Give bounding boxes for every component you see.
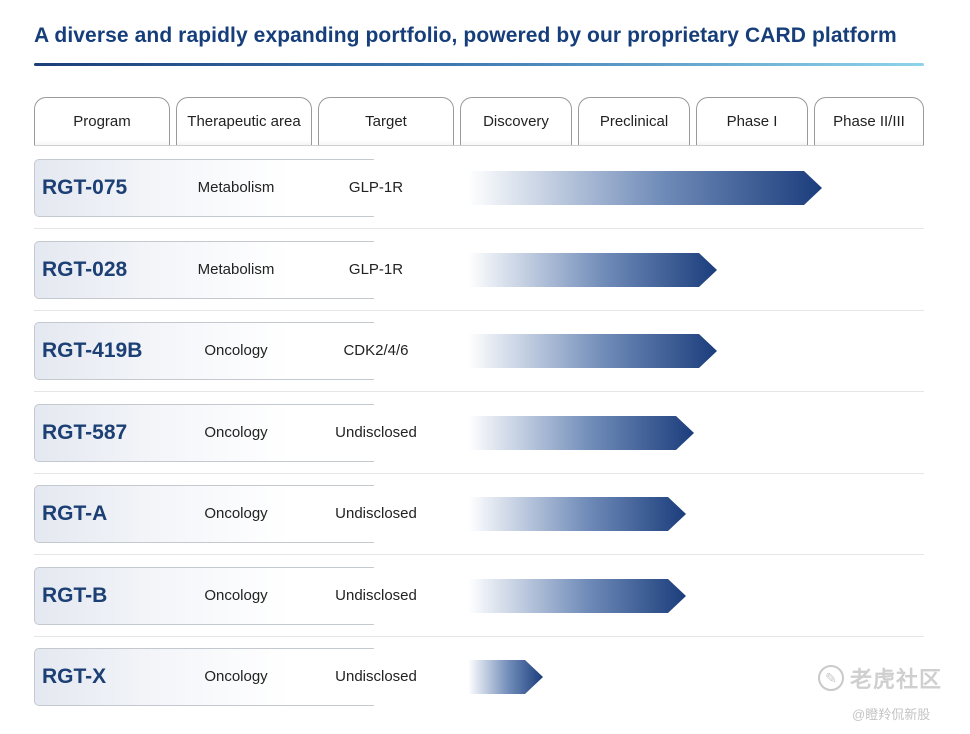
program-name: RGT-A [42, 502, 108, 525]
watermark-text: 老虎社区 [850, 667, 943, 692]
row-divider [34, 228, 924, 229]
therapeutic-area: Oncology [204, 668, 268, 685]
program-name: RGT-X [42, 665, 107, 688]
progress-arrow [468, 171, 822, 207]
header-program: Program [34, 97, 170, 145]
therapeutic-area: Metabolism [197, 179, 275, 196]
progress-arrow-shape [468, 660, 543, 694]
row-divider [34, 473, 924, 474]
progress-arrow-shape [468, 579, 686, 613]
row-divider [34, 391, 924, 392]
progress-arrow-shape [468, 253, 717, 287]
therapeutic-area: Oncology [204, 505, 268, 522]
target: CDK2/4/6 [343, 342, 409, 359]
program-row [34, 485, 374, 543]
watermark-handle: @瞪羚侃新股 [852, 707, 931, 722]
watermark: ✎ 老虎社区 [818, 662, 942, 694]
progress-arrow [468, 416, 694, 452]
progress-arrow [468, 579, 686, 615]
target: Undisclosed [335, 587, 417, 604]
header-target: Target [318, 97, 454, 145]
program-name: RGT-419B [42, 339, 143, 362]
progress-arrow [468, 660, 543, 696]
title-rule [34, 63, 924, 66]
page-title: A diverse and rapidly expanding portfoli… [34, 24, 897, 47]
therapeutic-area: Metabolism [197, 261, 275, 278]
tiger-logo-icon: ✎ [818, 665, 844, 691]
progress-arrow [468, 497, 686, 533]
target: Undisclosed [335, 505, 417, 522]
header-therapeutic-area: Therapeutic area [176, 97, 312, 145]
therapeutic-area: Oncology [204, 424, 268, 441]
row-divider [34, 310, 924, 311]
program-row [34, 567, 374, 625]
therapeutic-area: Oncology [204, 587, 268, 604]
therapeutic-area: Oncology [204, 342, 268, 359]
progress-arrow-shape [468, 171, 822, 205]
header-baseline [34, 145, 924, 146]
program-name: RGT-587 [42, 421, 128, 444]
header-phase-1: Phase I [696, 97, 808, 145]
target: Undisclosed [335, 424, 417, 441]
row-divider [34, 554, 924, 555]
program-row [34, 159, 374, 217]
program-row [34, 648, 374, 706]
target: GLP-1R [348, 261, 404, 278]
program-name: RGT-B [42, 584, 108, 607]
program-row [34, 404, 374, 462]
program-row [34, 241, 374, 299]
row-divider [34, 636, 924, 637]
progress-arrow [468, 334, 717, 370]
progress-arrow-shape [468, 416, 694, 450]
header-phase-2-3: Phase II/III [814, 97, 924, 145]
header-preclinical: Preclinical [578, 97, 690, 145]
progress-arrow [468, 253, 717, 289]
program-name: RGT-028 [42, 258, 128, 281]
target: GLP-1R [348, 179, 404, 196]
program-row [34, 322, 374, 380]
progress-arrow-shape [468, 334, 717, 368]
program-name: RGT-075 [42, 176, 128, 199]
progress-arrow-shape [468, 497, 686, 531]
header-discovery: Discovery [460, 97, 572, 145]
target: Undisclosed [335, 668, 417, 685]
